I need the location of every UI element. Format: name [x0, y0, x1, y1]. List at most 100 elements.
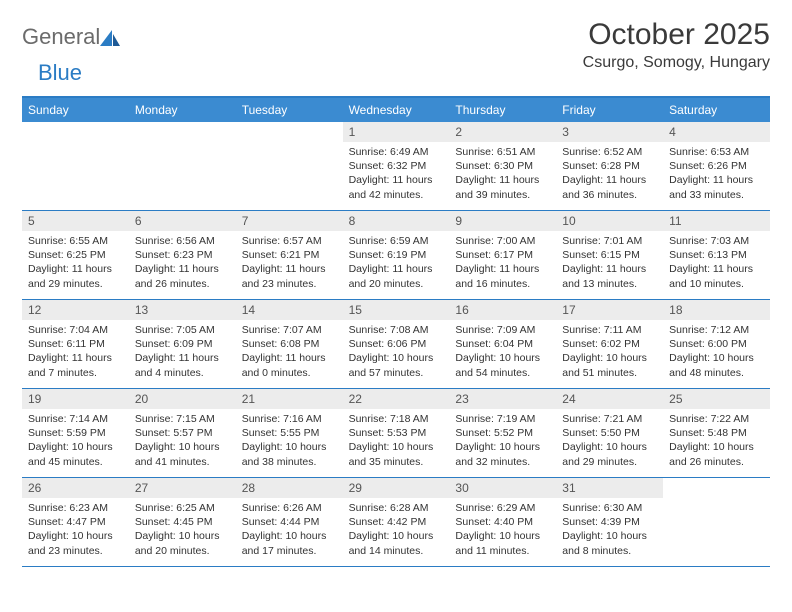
day-cell: 8Sunrise: 6:59 AMSunset: 6:19 PMDaylight… — [343, 211, 450, 299]
daylight-text: Daylight: 10 hours — [455, 529, 550, 543]
day-cell: 18Sunrise: 7:12 AMSunset: 6:00 PMDayligh… — [663, 300, 770, 388]
daylight-text: and 26 minutes. — [135, 277, 230, 291]
day-number: 21 — [236, 389, 343, 409]
day-cell: 28Sunrise: 6:26 AMSunset: 4:44 PMDayligh… — [236, 478, 343, 566]
sunset-text: Sunset: 6:13 PM — [669, 248, 764, 262]
sunset-text: Sunset: 5:57 PM — [135, 426, 230, 440]
sunset-text: Sunset: 6:32 PM — [349, 159, 444, 173]
day-number: 15 — [343, 300, 450, 320]
day-cell: 7Sunrise: 6:57 AMSunset: 6:21 PMDaylight… — [236, 211, 343, 299]
daylight-text: Daylight: 10 hours — [242, 440, 337, 454]
sunset-text: Sunset: 6:09 PM — [135, 337, 230, 351]
day-number: 17 — [556, 300, 663, 320]
week-row: 5Sunrise: 6:55 AMSunset: 6:25 PMDaylight… — [22, 211, 770, 300]
sunrise-text: Sunrise: 6:53 AM — [669, 145, 764, 159]
day-cell: 1Sunrise: 6:49 AMSunset: 6:32 PMDaylight… — [343, 122, 450, 210]
day-cell: 31Sunrise: 6:30 AMSunset: 4:39 PMDayligh… — [556, 478, 663, 566]
weekday-header: Thursday — [449, 98, 556, 122]
empty-cell — [129, 122, 236, 210]
week-row: 1Sunrise: 6:49 AMSunset: 6:32 PMDaylight… — [22, 122, 770, 211]
empty-cell — [22, 122, 129, 210]
day-cell: 15Sunrise: 7:08 AMSunset: 6:06 PMDayligh… — [343, 300, 450, 388]
daylight-text: and 7 minutes. — [28, 366, 123, 380]
daylight-text: Daylight: 10 hours — [135, 440, 230, 454]
day-details: Sunrise: 7:15 AMSunset: 5:57 PMDaylight:… — [129, 409, 236, 475]
day-details: Sunrise: 7:08 AMSunset: 6:06 PMDaylight:… — [343, 320, 450, 386]
daylight-text: and 11 minutes. — [455, 544, 550, 558]
daylight-text: and 14 minutes. — [349, 544, 444, 558]
sunset-text: Sunset: 6:08 PM — [242, 337, 337, 351]
day-number: 2 — [449, 122, 556, 142]
daylight-text: and 54 minutes. — [455, 366, 550, 380]
sunset-text: Sunset: 6:19 PM — [349, 248, 444, 262]
empty-cell — [236, 122, 343, 210]
daylight-text: and 48 minutes. — [669, 366, 764, 380]
day-number: 18 — [663, 300, 770, 320]
day-details: Sunrise: 7:11 AMSunset: 6:02 PMDaylight:… — [556, 320, 663, 386]
week-row: 19Sunrise: 7:14 AMSunset: 5:59 PMDayligh… — [22, 389, 770, 478]
day-cell: 23Sunrise: 7:19 AMSunset: 5:52 PMDayligh… — [449, 389, 556, 477]
daylight-text: and 26 minutes. — [669, 455, 764, 469]
sunrise-text: Sunrise: 6:23 AM — [28, 501, 123, 515]
day-details: Sunrise: 7:14 AMSunset: 5:59 PMDaylight:… — [22, 409, 129, 475]
daylight-text: and 51 minutes. — [562, 366, 657, 380]
day-cell: 5Sunrise: 6:55 AMSunset: 6:25 PMDaylight… — [22, 211, 129, 299]
calendar: Sunday Monday Tuesday Wednesday Thursday… — [22, 96, 770, 567]
day-details: Sunrise: 6:53 AMSunset: 6:26 PMDaylight:… — [663, 142, 770, 208]
daylight-text: Daylight: 10 hours — [455, 351, 550, 365]
daylight-text: Daylight: 10 hours — [455, 440, 550, 454]
daylight-text: and 23 minutes. — [242, 277, 337, 291]
day-details: Sunrise: 7:07 AMSunset: 6:08 PMDaylight:… — [236, 320, 343, 386]
sunrise-text: Sunrise: 6:52 AM — [562, 145, 657, 159]
day-cell: 21Sunrise: 7:16 AMSunset: 5:55 PMDayligh… — [236, 389, 343, 477]
day-number: 6 — [129, 211, 236, 231]
day-details: Sunrise: 7:19 AMSunset: 5:52 PMDaylight:… — [449, 409, 556, 475]
sunset-text: Sunset: 5:59 PM — [28, 426, 123, 440]
day-cell: 25Sunrise: 7:22 AMSunset: 5:48 PMDayligh… — [663, 389, 770, 477]
daylight-text: Daylight: 11 hours — [135, 351, 230, 365]
weekday-header: Wednesday — [343, 98, 450, 122]
month-title: October 2025 — [583, 18, 770, 52]
sunrise-text: Sunrise: 6:49 AM — [349, 145, 444, 159]
sunrise-text: Sunrise: 7:04 AM — [28, 323, 123, 337]
sunrise-text: Sunrise: 7:12 AM — [669, 323, 764, 337]
day-details: Sunrise: 6:49 AMSunset: 6:32 PMDaylight:… — [343, 142, 450, 208]
sunrise-text: Sunrise: 7:03 AM — [669, 234, 764, 248]
day-cell: 22Sunrise: 7:18 AMSunset: 5:53 PMDayligh… — [343, 389, 450, 477]
day-number: 23 — [449, 389, 556, 409]
weekday-header-row: Sunday Monday Tuesday Wednesday Thursday… — [22, 98, 770, 122]
daylight-text: Daylight: 10 hours — [28, 529, 123, 543]
day-details: Sunrise: 6:28 AMSunset: 4:42 PMDaylight:… — [343, 498, 450, 564]
sunset-text: Sunset: 4:44 PM — [242, 515, 337, 529]
calendar-page: General October 2025 Csurgo, Somogy, Hun… — [0, 0, 792, 577]
day-cell: 30Sunrise: 6:29 AMSunset: 4:40 PMDayligh… — [449, 478, 556, 566]
daylight-text: and 23 minutes. — [28, 544, 123, 558]
sunrise-text: Sunrise: 7:08 AM — [349, 323, 444, 337]
sunset-text: Sunset: 6:25 PM — [28, 248, 123, 262]
daylight-text: Daylight: 11 hours — [28, 262, 123, 276]
sunrise-text: Sunrise: 7:11 AM — [562, 323, 657, 337]
day-number: 22 — [343, 389, 450, 409]
sunset-text: Sunset: 5:48 PM — [669, 426, 764, 440]
day-details: Sunrise: 6:30 AMSunset: 4:39 PMDaylight:… — [556, 498, 663, 564]
weekday-header: Sunday — [22, 98, 129, 122]
day-number: 14 — [236, 300, 343, 320]
day-number: 27 — [129, 478, 236, 498]
sunrise-text: Sunrise: 6:28 AM — [349, 501, 444, 515]
day-details: Sunrise: 7:21 AMSunset: 5:50 PMDaylight:… — [556, 409, 663, 475]
daylight-text: Daylight: 10 hours — [562, 529, 657, 543]
sunset-text: Sunset: 5:53 PM — [349, 426, 444, 440]
daylight-text: and 13 minutes. — [562, 277, 657, 291]
sunrise-text: Sunrise: 7:00 AM — [455, 234, 550, 248]
sunrise-text: Sunrise: 6:57 AM — [242, 234, 337, 248]
day-cell: 9Sunrise: 7:00 AMSunset: 6:17 PMDaylight… — [449, 211, 556, 299]
day-number: 12 — [22, 300, 129, 320]
sunrise-text: Sunrise: 7:22 AM — [669, 412, 764, 426]
weekday-header: Saturday — [663, 98, 770, 122]
weekday-header: Monday — [129, 98, 236, 122]
day-details: Sunrise: 7:16 AMSunset: 5:55 PMDaylight:… — [236, 409, 343, 475]
week-row: 26Sunrise: 6:23 AMSunset: 4:47 PMDayligh… — [22, 478, 770, 567]
day-details: Sunrise: 6:56 AMSunset: 6:23 PMDaylight:… — [129, 231, 236, 297]
day-cell: 4Sunrise: 6:53 AMSunset: 6:26 PMDaylight… — [663, 122, 770, 210]
daylight-text: Daylight: 11 hours — [242, 262, 337, 276]
